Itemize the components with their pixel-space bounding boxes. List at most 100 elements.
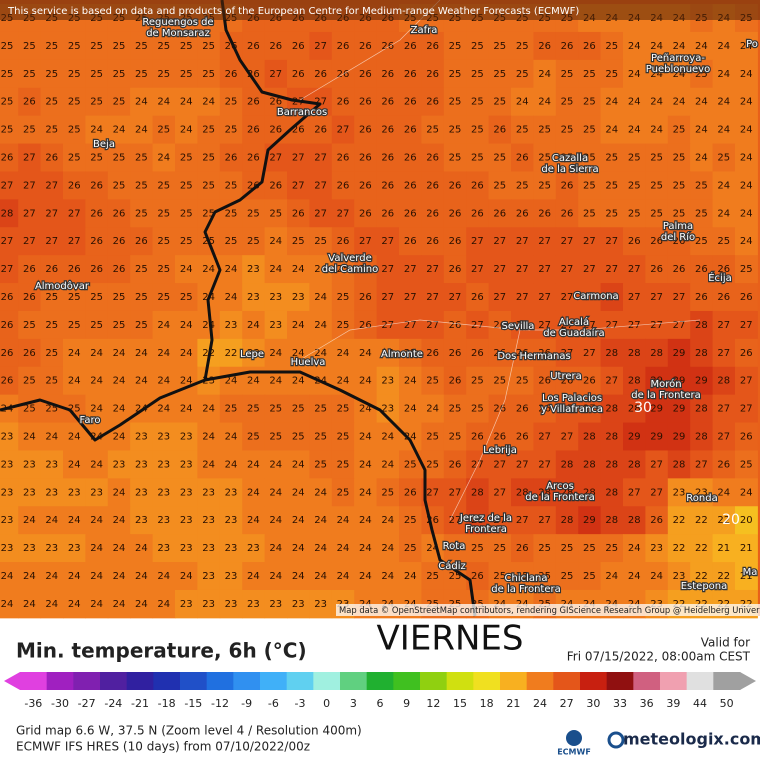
temperature-cell (623, 31, 646, 61)
temperature-cell (331, 171, 355, 200)
place-label: Pueblonuevo (646, 64, 710, 75)
temperature-value: 28 (561, 515, 574, 526)
temperature-value: 25 (404, 459, 417, 470)
temperature-value: 25 (605, 208, 618, 219)
temperature-value: 24 (113, 515, 126, 526)
temperature-value: 24 (314, 543, 327, 554)
temperature-cell (466, 283, 490, 312)
temperature-value: 24 (157, 153, 170, 164)
temperature-cell (85, 478, 109, 507)
temperature-cell (623, 255, 646, 284)
temperature-value: 23 (673, 571, 686, 582)
colorbar-tick-label: -9 (241, 697, 252, 710)
temperature-value: 27 (404, 320, 417, 331)
temperature-value: 23 (650, 543, 663, 554)
place-label: Palma (663, 221, 693, 232)
temperature-value: 24 (23, 571, 36, 582)
temperature-cell (667, 199, 691, 228)
temperature-value: 24 (45, 515, 58, 526)
temperature-cell (555, 31, 579, 61)
temperature-value: 25 (45, 97, 58, 108)
temperature-value: 25 (90, 41, 103, 52)
temperature-cell (85, 31, 109, 61)
temperature-value: 24 (202, 432, 215, 443)
temperature-cell (645, 87, 669, 117)
temperature-value: 26 (225, 69, 238, 80)
temperature-cell (466, 115, 490, 145)
temperature-value: 25 (45, 125, 58, 136)
temperature-value: 26 (337, 97, 350, 108)
temperature-cell (175, 534, 198, 563)
temperature-value: 24 (113, 404, 126, 415)
temperature-value: 27 (583, 404, 596, 415)
temperature-cell (600, 87, 624, 117)
temperature-value: 25 (1, 125, 14, 136)
temperature-cell (623, 534, 646, 563)
temperature-cell (309, 562, 333, 591)
temperature-value: 23 (202, 487, 215, 498)
temperature-value: 25 (426, 571, 439, 582)
temperature-value: 26 (673, 236, 686, 247)
temperature-cell (18, 422, 42, 451)
temperature-value: 27 (45, 236, 58, 247)
temperature-cell (623, 199, 646, 228)
temperature-value: 26 (426, 515, 439, 526)
temperature-cell (511, 227, 534, 256)
temperature-cell (152, 366, 176, 396)
temperature-value: 24 (717, 208, 730, 219)
temperature-value: 24 (740, 41, 753, 52)
temperature-cell (376, 450, 400, 479)
temperature-cell (63, 366, 86, 396)
temperature-value: 25 (113, 180, 126, 191)
temperature-cell (130, 283, 154, 312)
temperature-cell (264, 59, 288, 89)
temperature-value: 25 (90, 292, 103, 303)
place-label: de Monsaraz (146, 28, 210, 39)
temperature-cell (152, 31, 176, 61)
temperature-value: 24 (314, 571, 327, 582)
temperature-cell (735, 506, 758, 535)
temperature-cell (600, 450, 624, 479)
temperature-value: 23 (180, 599, 193, 610)
temperature-cell (197, 422, 221, 451)
temperature-cell (421, 478, 445, 507)
temperature-cell (197, 394, 221, 424)
temperature-cell (488, 31, 512, 61)
temperature-value: 25 (493, 571, 506, 582)
temperature-cell (600, 562, 624, 591)
temperature-value: 26 (1, 153, 14, 164)
map-lines (0, 0, 477, 617)
temperature-value: 24 (292, 264, 305, 275)
temperature-cell (354, 338, 378, 368)
temperature-cell (242, 87, 266, 117)
temperature-cell (645, 422, 669, 451)
temperature-value: 29 (650, 376, 663, 387)
temperature-value: 24 (516, 97, 529, 108)
temperature-value: 25 (426, 459, 439, 470)
temperature-cell (354, 562, 378, 591)
temperature-cell (152, 394, 176, 424)
temperature-cell (623, 171, 646, 200)
temperature-value: 23 (180, 487, 193, 498)
temperature-cell (197, 478, 221, 507)
temperature-value: 23 (225, 571, 238, 582)
temperature-value: 24 (225, 459, 238, 470)
banner: This service is based on data and produc… (7, 6, 579, 17)
temperature-value: 24 (269, 236, 282, 247)
temperature-value: 27 (314, 97, 327, 108)
temperature-cell (354, 366, 378, 396)
temperature-cell (175, 227, 198, 256)
temperature-value: 24 (740, 125, 753, 136)
temperature-cell (600, 171, 624, 200)
temperature-cell (600, 59, 624, 89)
temperature-value: 24 (740, 236, 753, 247)
colorbar-swatch (500, 672, 528, 690)
temperature-cell (443, 338, 467, 368)
temperature-cell (735, 31, 758, 61)
temperature-value: 27 (359, 236, 372, 247)
temperature-value: 25 (225, 208, 238, 219)
temperature-cell (578, 199, 602, 228)
temperature-cell (175, 422, 198, 451)
temperature-value: 23 (180, 459, 193, 470)
temperature-value: 24 (695, 41, 708, 52)
